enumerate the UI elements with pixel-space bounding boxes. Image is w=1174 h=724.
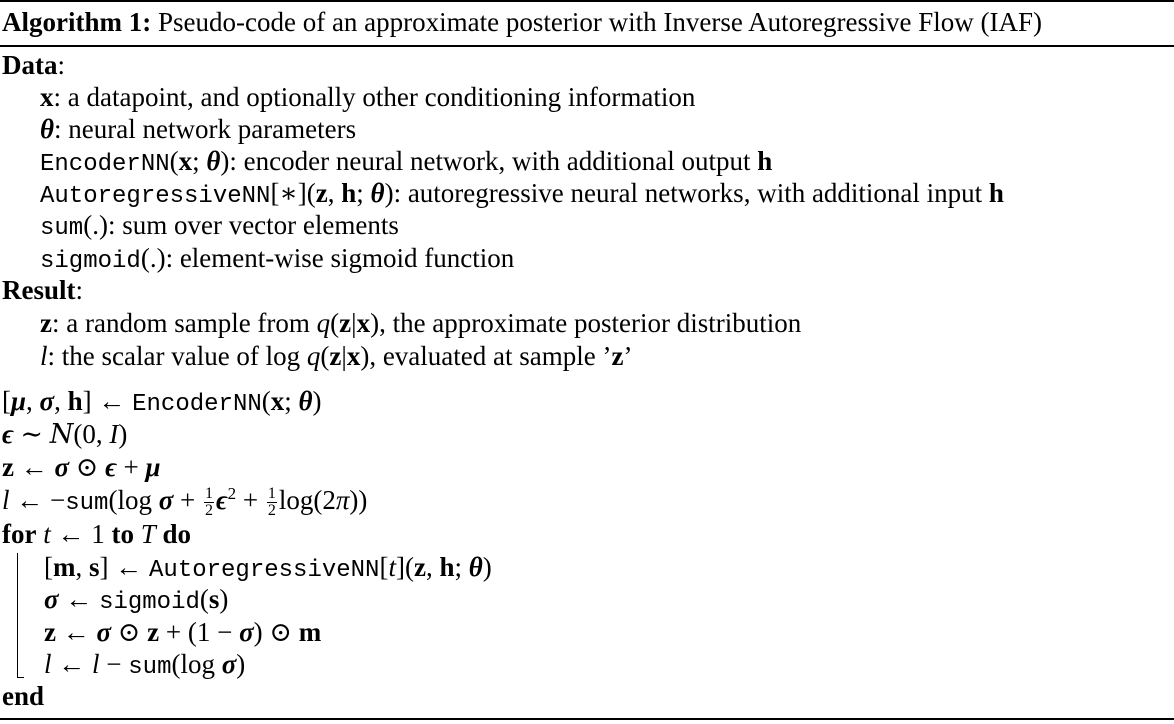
caption-label: Algorithm 1: <box>2 7 152 37</box>
loop-step-sigmoid: σ ← sigmoid(s) <box>44 584 229 616</box>
top-rule <box>0 0 1174 2</box>
result-heading: Result <box>2 275 76 305</box>
step-reparam: z ← σ ⊙ ϵ + μ <box>2 452 161 482</box>
step-end: end <box>2 681 45 711</box>
result-item-z: z: a random sample from q(z|x), the appr… <box>40 308 802 338</box>
step-logprob: l ← −sum(log σ + 1 2 ϵ2 + 1 2 log(2π)) <box>2 484 368 520</box>
data-item-sum: sum(.): sum over vector elements <box>40 210 399 242</box>
data-item-encoder: EncoderNN(x; θ): encoder neural network,… <box>40 146 773 178</box>
loop-step-ar: [m, s] ← AutoregressiveNN[t](z, h; θ) <box>44 552 492 584</box>
data-heading-line: Data: <box>2 50 66 80</box>
step-sample-eps: ϵ ∼ N(0, I) <box>2 419 128 450</box>
loop-bracket <box>17 553 18 678</box>
caption-rule <box>0 45 1174 47</box>
loop-step-update-l: l ← l − sum(log σ) <box>44 649 246 681</box>
step-encode: [μ, σ, h] ← EncoderNN(x; θ) <box>2 386 322 418</box>
algorithm-caption: Algorithm 1: Pseudo-code of an approxima… <box>2 6 1042 38</box>
caption-text: Pseudo-code of an approximate posterior … <box>151 7 1043 37</box>
loop-bracket-foot <box>17 677 24 678</box>
data-item-x: x: a datapoint, and optionally other con… <box>40 82 696 112</box>
loop-step-update-z: z ← σ ⊙ z + (1 − σ) ⊙ m <box>44 617 322 647</box>
step-for-loop: for t ← 1 to T do <box>2 519 192 549</box>
bottom-rule <box>0 718 1174 720</box>
result-heading-line: Result: <box>2 275 84 305</box>
data-item-sigmoid: sigmoid(.): element-wise sigmoid functio… <box>40 243 515 275</box>
data-heading: Data <box>2 50 58 80</box>
data-item-theta: θ: neural network parameters <box>40 114 357 144</box>
data-item-autoregressive: AutoregressiveNN[∗](z, h; θ): autoregres… <box>40 178 1004 210</box>
result-item-l: l: the scalar value of log q(z|x), evalu… <box>40 341 633 371</box>
